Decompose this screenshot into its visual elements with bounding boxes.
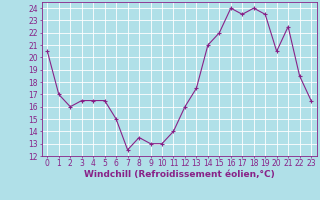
X-axis label: Windchill (Refroidissement éolien,°C): Windchill (Refroidissement éolien,°C) xyxy=(84,170,275,179)
